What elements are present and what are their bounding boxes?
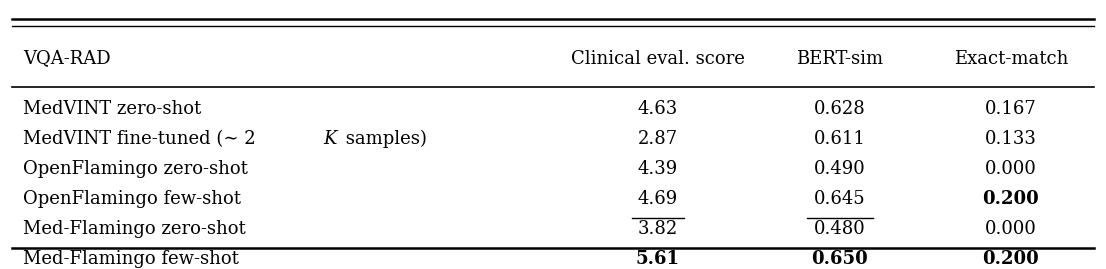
Text: MedVINT zero-shot: MedVINT zero-shot [23,100,201,118]
Text: 5.61: 5.61 [636,250,680,268]
Text: OpenFlamingo few-shot: OpenFlamingo few-shot [23,190,241,208]
Text: 3.82: 3.82 [638,220,678,238]
Text: 4.63: 4.63 [638,100,678,118]
Text: 0.490: 0.490 [814,160,866,178]
Text: 0.480: 0.480 [814,220,866,238]
Text: 2.87: 2.87 [638,130,678,148]
Text: 0.000: 0.000 [985,160,1036,178]
Text: 0.645: 0.645 [814,190,866,208]
Text: BERT-sim: BERT-sim [796,49,884,68]
Text: 0.167: 0.167 [985,100,1036,118]
Text: 0.200: 0.200 [982,190,1040,208]
Text: 4.39: 4.39 [638,160,678,178]
Text: VQA-RAD: VQA-RAD [23,49,111,68]
Text: 0.200: 0.200 [982,250,1040,268]
Text: Med-Flamingo few-shot: Med-Flamingo few-shot [23,250,239,268]
Text: 0.628: 0.628 [814,100,866,118]
Text: samples): samples) [341,130,427,148]
Text: 0.133: 0.133 [985,130,1036,148]
Text: MedVINT fine-tuned (∼ 2: MedVINT fine-tuned (∼ 2 [23,130,257,148]
Text: 0.000: 0.000 [985,220,1036,238]
Text: Clinical eval. score: Clinical eval. score [571,49,744,68]
Text: K: K [323,130,336,148]
Text: 4.69: 4.69 [638,190,678,208]
Text: Exact-match: Exact-match [953,49,1068,68]
Text: OpenFlamingo zero-shot: OpenFlamingo zero-shot [23,160,249,178]
Text: 0.611: 0.611 [814,130,866,148]
Text: Med-Flamingo zero-shot: Med-Flamingo zero-shot [23,220,247,238]
Text: 0.650: 0.650 [812,250,868,268]
